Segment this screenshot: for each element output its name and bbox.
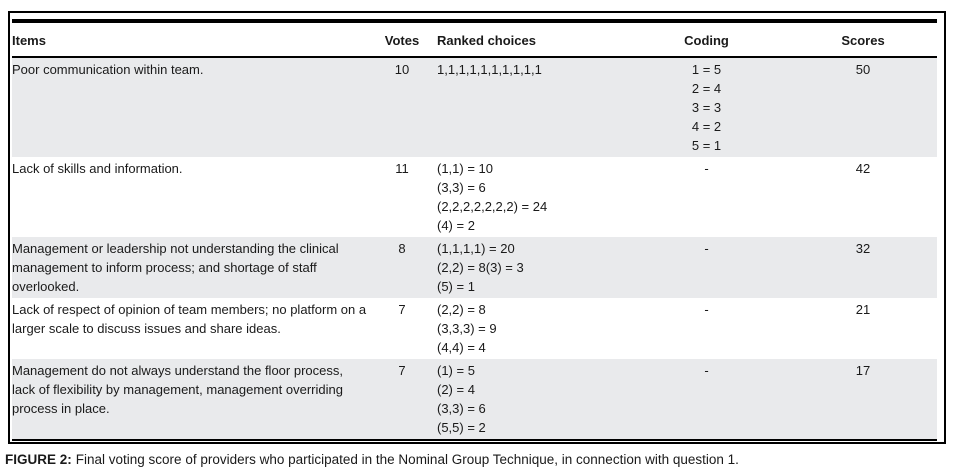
coding-cell: -: [624, 359, 789, 440]
column-header-ranked-choices: Ranked choices: [437, 21, 624, 58]
ranked-choice-line: (2,2) = 8(3) = 3: [437, 260, 524, 275]
ranked-choices-cell: (1,1,1,1) = 20 (2,2) = 8(3) = 3 (5) = 1: [437, 237, 624, 298]
column-header-scores: Scores: [789, 21, 937, 58]
ranked-choice-line: (5,5) = 2: [437, 420, 486, 435]
figure-caption-text: Final voting score of providers who part…: [75, 452, 739, 467]
ranked-choice-line: (5) = 1: [437, 279, 475, 294]
column-header-items: Items: [12, 21, 367, 58]
coding-line: -: [704, 161, 709, 176]
coding-line: 4 = 2: [691, 119, 722, 134]
ranked-choice-line: (1) = 5: [437, 363, 475, 378]
coding-cell: -: [624, 237, 789, 298]
coding-line: -: [704, 302, 709, 317]
scores-cell: 17: [855, 363, 871, 378]
ranked-choices-cell: (1,1) = 10 (3,3) = 6 (2,2,2,2,2,2,2) = 2…: [437, 157, 624, 237]
voting-score-table: Items Votes Ranked choices Coding Scores…: [12, 19, 937, 441]
column-header-coding: Coding: [624, 21, 789, 58]
votes-cell: 10: [394, 62, 410, 77]
ranked-choice-line: (2) = 4: [437, 382, 475, 397]
votes-cell: 11: [395, 161, 409, 176]
coding-line: 5 = 1: [691, 138, 722, 153]
coding-cell: -: [624, 298, 789, 359]
scores-cell: 21: [855, 302, 871, 317]
ranked-choice-line: (1,1,1,1) = 20: [437, 241, 515, 256]
table-row: Lack of skills and information. 11 (1,1)…: [12, 157, 937, 237]
figure-table-box: Items Votes Ranked choices Coding Scores…: [8, 11, 946, 444]
ranked-choice-line: (2,2) = 8: [437, 302, 486, 317]
ranked-choice-line: (3,3,3) = 9: [437, 321, 497, 336]
coding-line: -: [704, 241, 709, 256]
votes-cell: 8: [398, 241, 406, 256]
ranked-choice-line: (3,3) = 6: [437, 180, 486, 195]
coding-cell: -: [624, 157, 789, 237]
table-row: Management or leadership not understandi…: [12, 237, 937, 298]
ranked-choice-line: (4,4) = 4: [437, 340, 486, 355]
item-cell: Lack of respect of opinion of team membe…: [12, 302, 367, 336]
table-header-row: Items Votes Ranked choices Coding Scores: [12, 21, 937, 58]
column-header-votes: Votes: [367, 21, 437, 58]
figure-caption: FIGURE 2: Final voting score of providers…: [5, 451, 739, 469]
item-cell: Lack of skills and information.: [12, 161, 183, 176]
table-row: Lack of respect of opinion of team membe…: [12, 298, 937, 359]
coding-line: 3 = 3: [691, 100, 722, 115]
ranked-choices-cell: 1,1,1,1,1,1,1,1,1,1: [437, 57, 624, 157]
ranked-choices-cell: (1) = 5 (2) = 4 (3,3) = 6 (5,5) = 2: [437, 359, 624, 440]
ranked-choice-line: (1,1) = 10: [437, 161, 494, 176]
ranked-choice-line: 1,1,1,1,1,1,1,1,1,1: [437, 62, 542, 77]
scores-cell: 32: [855, 241, 871, 256]
coding-cell: 1 = 5 2 = 4 3 = 3 4 = 2 5 = 1: [624, 57, 789, 157]
votes-cell: 7: [398, 302, 406, 317]
figure-caption-label: FIGURE 2:: [5, 452, 72, 467]
item-cell: Management do not always understand the …: [12, 363, 343, 416]
item-cell: Management or leadership not understandi…: [12, 241, 339, 294]
item-cell: Poor communication within team.: [12, 62, 204, 77]
ranked-choice-line: (3,3) = 6: [437, 401, 486, 416]
table-row: Poor communication within team. 10 1,1,1…: [12, 57, 937, 157]
coding-line: -: [704, 363, 709, 378]
scores-cell: 42: [855, 161, 871, 176]
scores-cell: 50: [855, 62, 871, 77]
ranked-choice-line: (2,2,2,2,2,2,2) = 24: [437, 199, 548, 214]
coding-line: 1 = 5: [691, 62, 722, 77]
table-row: Management do not always understand the …: [12, 359, 937, 440]
votes-cell: 7: [398, 363, 406, 378]
coding-line: 2 = 4: [691, 81, 722, 96]
ranked-choices-cell: (2,2) = 8 (3,3,3) = 9 (4,4) = 4: [437, 298, 624, 359]
ranked-choice-line: (4) = 2: [437, 218, 475, 233]
